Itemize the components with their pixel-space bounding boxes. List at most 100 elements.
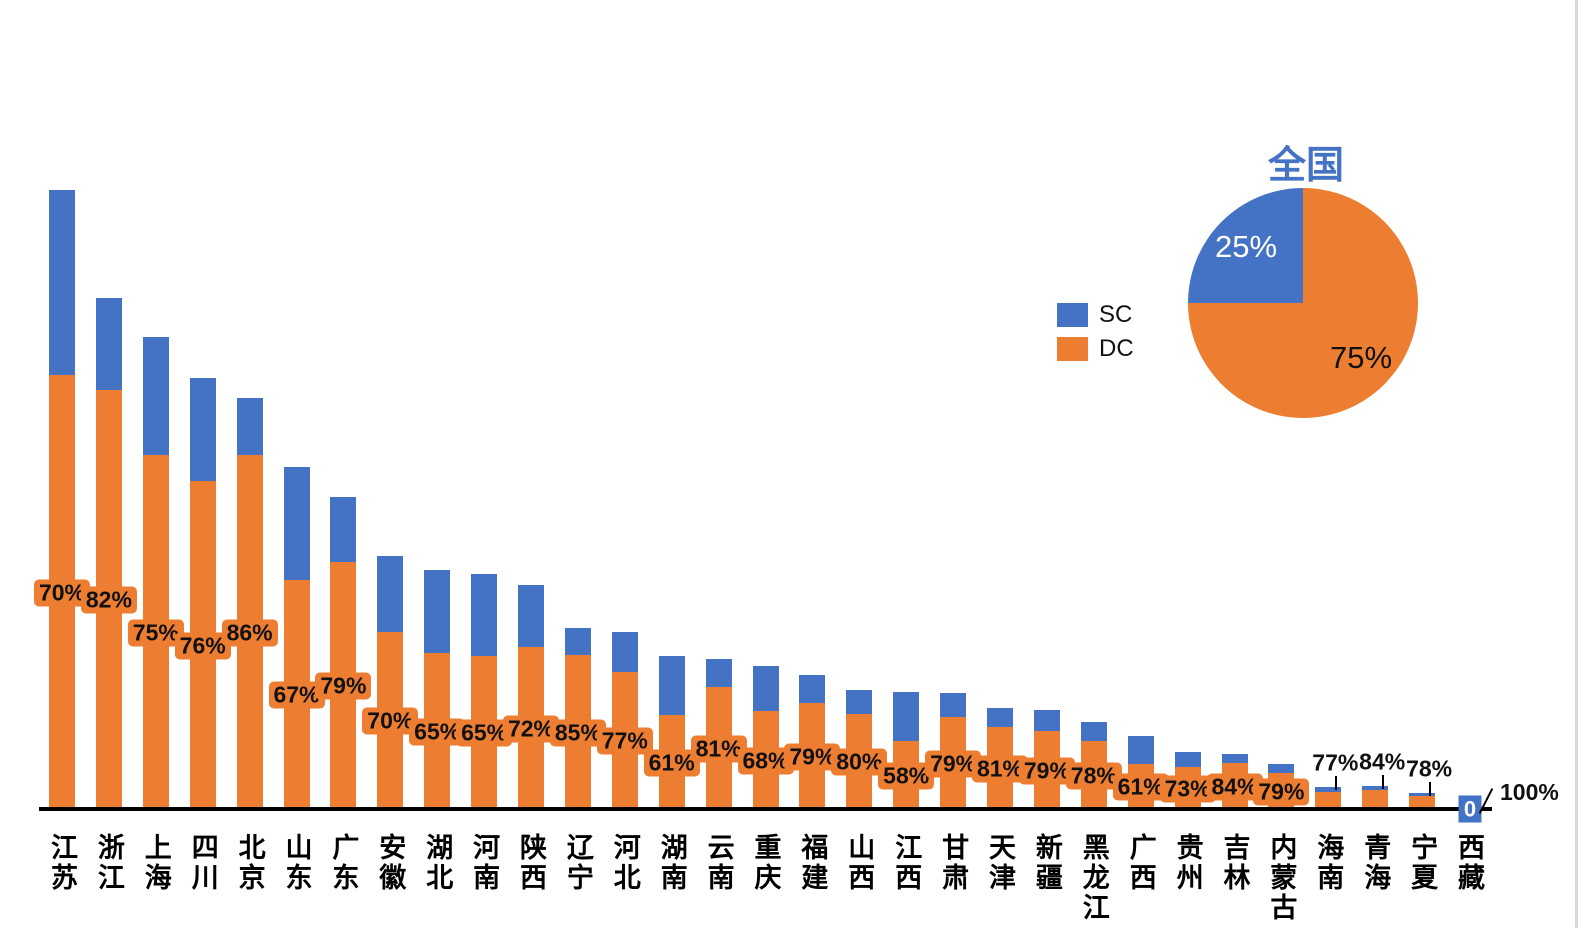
category-label: 福建 (797, 833, 828, 893)
category-label: 河南 (469, 833, 500, 893)
category-label: 陕西 (516, 833, 546, 893)
dc-percent-label: 82% (80, 586, 137, 614)
bar-sc-segment (330, 497, 357, 562)
dc-percent-label: 75% (127, 619, 184, 646)
dc-percent-label: 68% (737, 747, 794, 774)
bar-sc-segment (1362, 786, 1389, 790)
dc-percent-label: 58% (878, 762, 935, 789)
dc-percent-label: 70% (362, 707, 419, 735)
window-edge-strip (1575, 0, 1578, 928)
dc-percent-label: 86% (221, 619, 278, 646)
dc-percent-label: 79% (925, 750, 982, 777)
category-label: 吉林 (1219, 833, 1250, 893)
bar-sc-segment (799, 675, 826, 703)
dc-legend-swatch-icon (1057, 336, 1088, 361)
dc-percent-label: 72% (502, 715, 560, 742)
legend-label-dc: DC (1099, 335, 1134, 362)
bar-sc-segment (846, 690, 873, 714)
bar-sc-segment (1033, 710, 1060, 731)
dc-percent-label: 70% (33, 579, 91, 606)
dc-percent-label: 77% (1312, 749, 1359, 776)
bar-sc-segment (1174, 752, 1201, 767)
category-label: 黑龙江 (1078, 833, 1109, 923)
bar-sc-segment (1221, 754, 1248, 763)
dc-percent-label: 81% (690, 735, 747, 762)
dc-percent-label: 80% (831, 748, 888, 776)
xizang-sc-zero-label: 0 (1458, 795, 1482, 823)
category-label: 内蒙古 (1266, 833, 1297, 923)
category-label: 广东 (328, 833, 359, 893)
dc-percent-label: 77% (596, 727, 653, 755)
category-label: 甘肃 (938, 833, 969, 893)
bar-sc-segment (49, 190, 75, 375)
pie-title: 全国 (1267, 145, 1345, 187)
bar-sc-segment (518, 585, 544, 647)
dc-percent-label: 84% (1206, 773, 1263, 800)
bar-dc-segment (1362, 790, 1389, 808)
bar-sc-segment (705, 659, 732, 687)
dc-percent-label: 79% (315, 672, 372, 700)
category-label: 上海 (140, 833, 171, 893)
dc-percent-label: 79% (1018, 757, 1075, 784)
sc-legend-swatch-icon (1057, 302, 1088, 327)
dc-percent-label: 78% (1065, 762, 1122, 789)
category-label: 新疆 (1031, 833, 1062, 893)
bar-sc-segment (1127, 736, 1154, 764)
legend-item-sc: SC (1057, 302, 1134, 327)
pie-dc-percent-label: 75% (1329, 340, 1393, 375)
category-label: 广西 (1125, 833, 1156, 893)
bar-sc-segment (95, 298, 122, 390)
label-leader-tick (1335, 776, 1338, 790)
bar-sc-segment (424, 570, 451, 653)
category-label: 山西 (844, 833, 875, 893)
bar-sc-segment (1315, 787, 1342, 792)
bar-sc-segment (142, 337, 169, 455)
bar-sc-segment (752, 666, 779, 711)
bar-sc-segment (377, 556, 404, 632)
category-label: 西藏 (1454, 833, 1484, 893)
dc-percent-label: 67% (268, 681, 325, 709)
bar-sc-segment (189, 378, 216, 481)
category-label: 安徽 (375, 833, 406, 893)
category-label: 湖南 (656, 833, 687, 893)
category-label: 湖北 (422, 833, 453, 893)
bar-sc-segment (564, 628, 591, 655)
dc-percent-label: 79% (784, 743, 841, 770)
bar-sc-segment (1268, 764, 1295, 773)
label-leader-tick (1382, 775, 1385, 789)
pie-legend: SC DC (1057, 302, 1134, 370)
pie-chart (1188, 188, 1418, 418)
category-label: 云南 (703, 833, 734, 893)
category-label: 青海 (1360, 833, 1391, 893)
legend-item-dc: DC (1057, 336, 1134, 361)
category-label: 宁夏 (1407, 833, 1438, 893)
category-label: 山东 (281, 833, 312, 893)
bar-sc-segment (1409, 793, 1436, 796)
category-label: 四川 (187, 833, 218, 893)
dc-percent-label: 85% (549, 719, 606, 746)
dc-percent-label: 76% (174, 632, 231, 659)
bar-sc-segment (658, 656, 685, 715)
dc-percent-label: 81% (971, 755, 1029, 782)
dc-percent-label: 84% (1359, 748, 1406, 775)
bar-sc-segment (471, 574, 498, 656)
bar-dc-segment (1315, 792, 1342, 808)
category-label: 天津 (985, 833, 1015, 893)
legend-label-sc: SC (1099, 301, 1133, 328)
category-label: 辽宁 (562, 833, 593, 893)
bar-sc-segment (236, 398, 263, 455)
dc-percent-label: 78% (1406, 755, 1453, 782)
xizang-dc-label: 100% (1500, 779, 1559, 805)
label-leader-tick (1429, 782, 1432, 796)
dc-percent-label: 79% (1253, 778, 1310, 805)
category-label: 河北 (609, 833, 640, 893)
category-label: 北京 (234, 833, 265, 893)
bar-sc-segment (283, 467, 310, 580)
category-label: 海南 (1313, 833, 1344, 893)
bar-sc-segment (1080, 722, 1107, 741)
bar-sc-segment (940, 693, 967, 717)
x-axis-line (39, 807, 1492, 811)
category-label: 江西 (891, 833, 922, 893)
bar-sc-segment (987, 708, 1013, 727)
